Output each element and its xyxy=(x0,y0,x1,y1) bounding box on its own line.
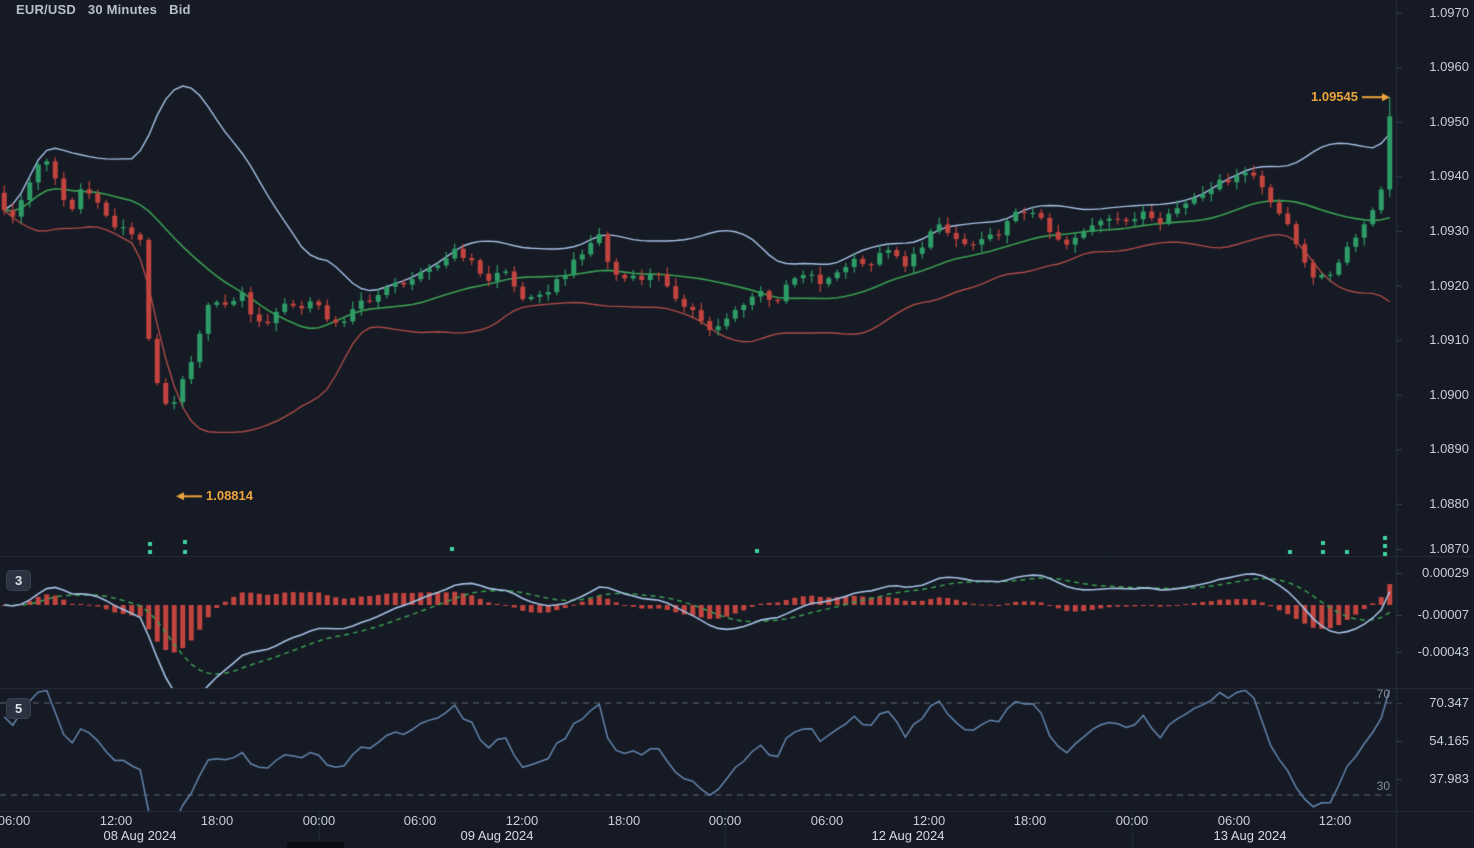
price-tick-label: 1.0940 xyxy=(1429,168,1469,184)
time-tick-label: 06:00 xyxy=(1217,813,1251,828)
price-tick-label: 1.0890 xyxy=(1429,441,1469,457)
overbought-level-label: 70 xyxy=(1376,687,1390,701)
date-label: 09 Aug 2024 xyxy=(460,828,534,843)
price-tick-label: 1.0950 xyxy=(1429,113,1469,129)
price-tick-label: 1.0970 xyxy=(1429,4,1469,20)
rsi-tick-label: 54.165 xyxy=(1429,733,1469,748)
date-label: 08 Aug 2024 xyxy=(103,828,177,843)
time-tick-label: 06:00 xyxy=(403,813,437,828)
time-tick-label: 12:00 xyxy=(505,813,539,828)
price-tick-label: 1.0920 xyxy=(1429,277,1469,293)
price-tick-label: 1.0900 xyxy=(1429,386,1469,402)
time-tick-label: 18:00 xyxy=(607,813,641,828)
price-tick-label: 1.0880 xyxy=(1429,495,1469,511)
price-tick-label: 1.0960 xyxy=(1429,59,1469,75)
time-tick-label: 06:00 xyxy=(810,813,844,828)
price-tick-label: 1.0930 xyxy=(1429,222,1469,238)
date-label: 13 Aug 2024 xyxy=(1213,828,1287,843)
time-tick-label: 18:00 xyxy=(1013,813,1047,828)
macd-tick-label: 0.00029 xyxy=(1422,565,1469,580)
time-tick-label: 00:00 xyxy=(302,813,336,828)
time-tick-label: 00:00 xyxy=(1115,813,1149,828)
oversold-level-label: 30 xyxy=(1376,779,1390,793)
time-tick-label: 06:00 xyxy=(0,813,31,828)
time-tick-label: 12:00 xyxy=(912,813,946,828)
chart-title: EUR/USD 30 Minutes Bid xyxy=(16,2,203,17)
high-price-marker: 1.09545 xyxy=(1311,89,1358,105)
price-type-label: Bid xyxy=(169,2,191,17)
price-tick-label: 1.0910 xyxy=(1429,332,1469,348)
low-price-marker: 1.08814 xyxy=(206,488,253,504)
rsi-indicator-badge[interactable]: 5 xyxy=(6,698,32,719)
macd-tick-label: -0.00007 xyxy=(1417,607,1469,622)
symbol-label: EUR/USD xyxy=(16,2,76,17)
timeframe-label: 30 Minutes xyxy=(87,2,158,17)
macd-tick-label: -0.00043 xyxy=(1417,644,1469,659)
time-tick-label: 00:00 xyxy=(708,813,742,828)
rsi-tick-label: 70.347 xyxy=(1429,695,1469,710)
rsi-tick-label: 37.983 xyxy=(1429,771,1469,786)
time-tick-label: 12:00 xyxy=(1318,813,1352,828)
time-tick-label: 18:00 xyxy=(200,813,234,828)
price-tick-label: 1.0870 xyxy=(1429,541,1469,556)
date-label: 12 Aug 2024 xyxy=(871,828,945,843)
time-tick-label: 12:00 xyxy=(99,813,133,828)
macd-indicator-badge[interactable]: 3 xyxy=(6,570,32,591)
